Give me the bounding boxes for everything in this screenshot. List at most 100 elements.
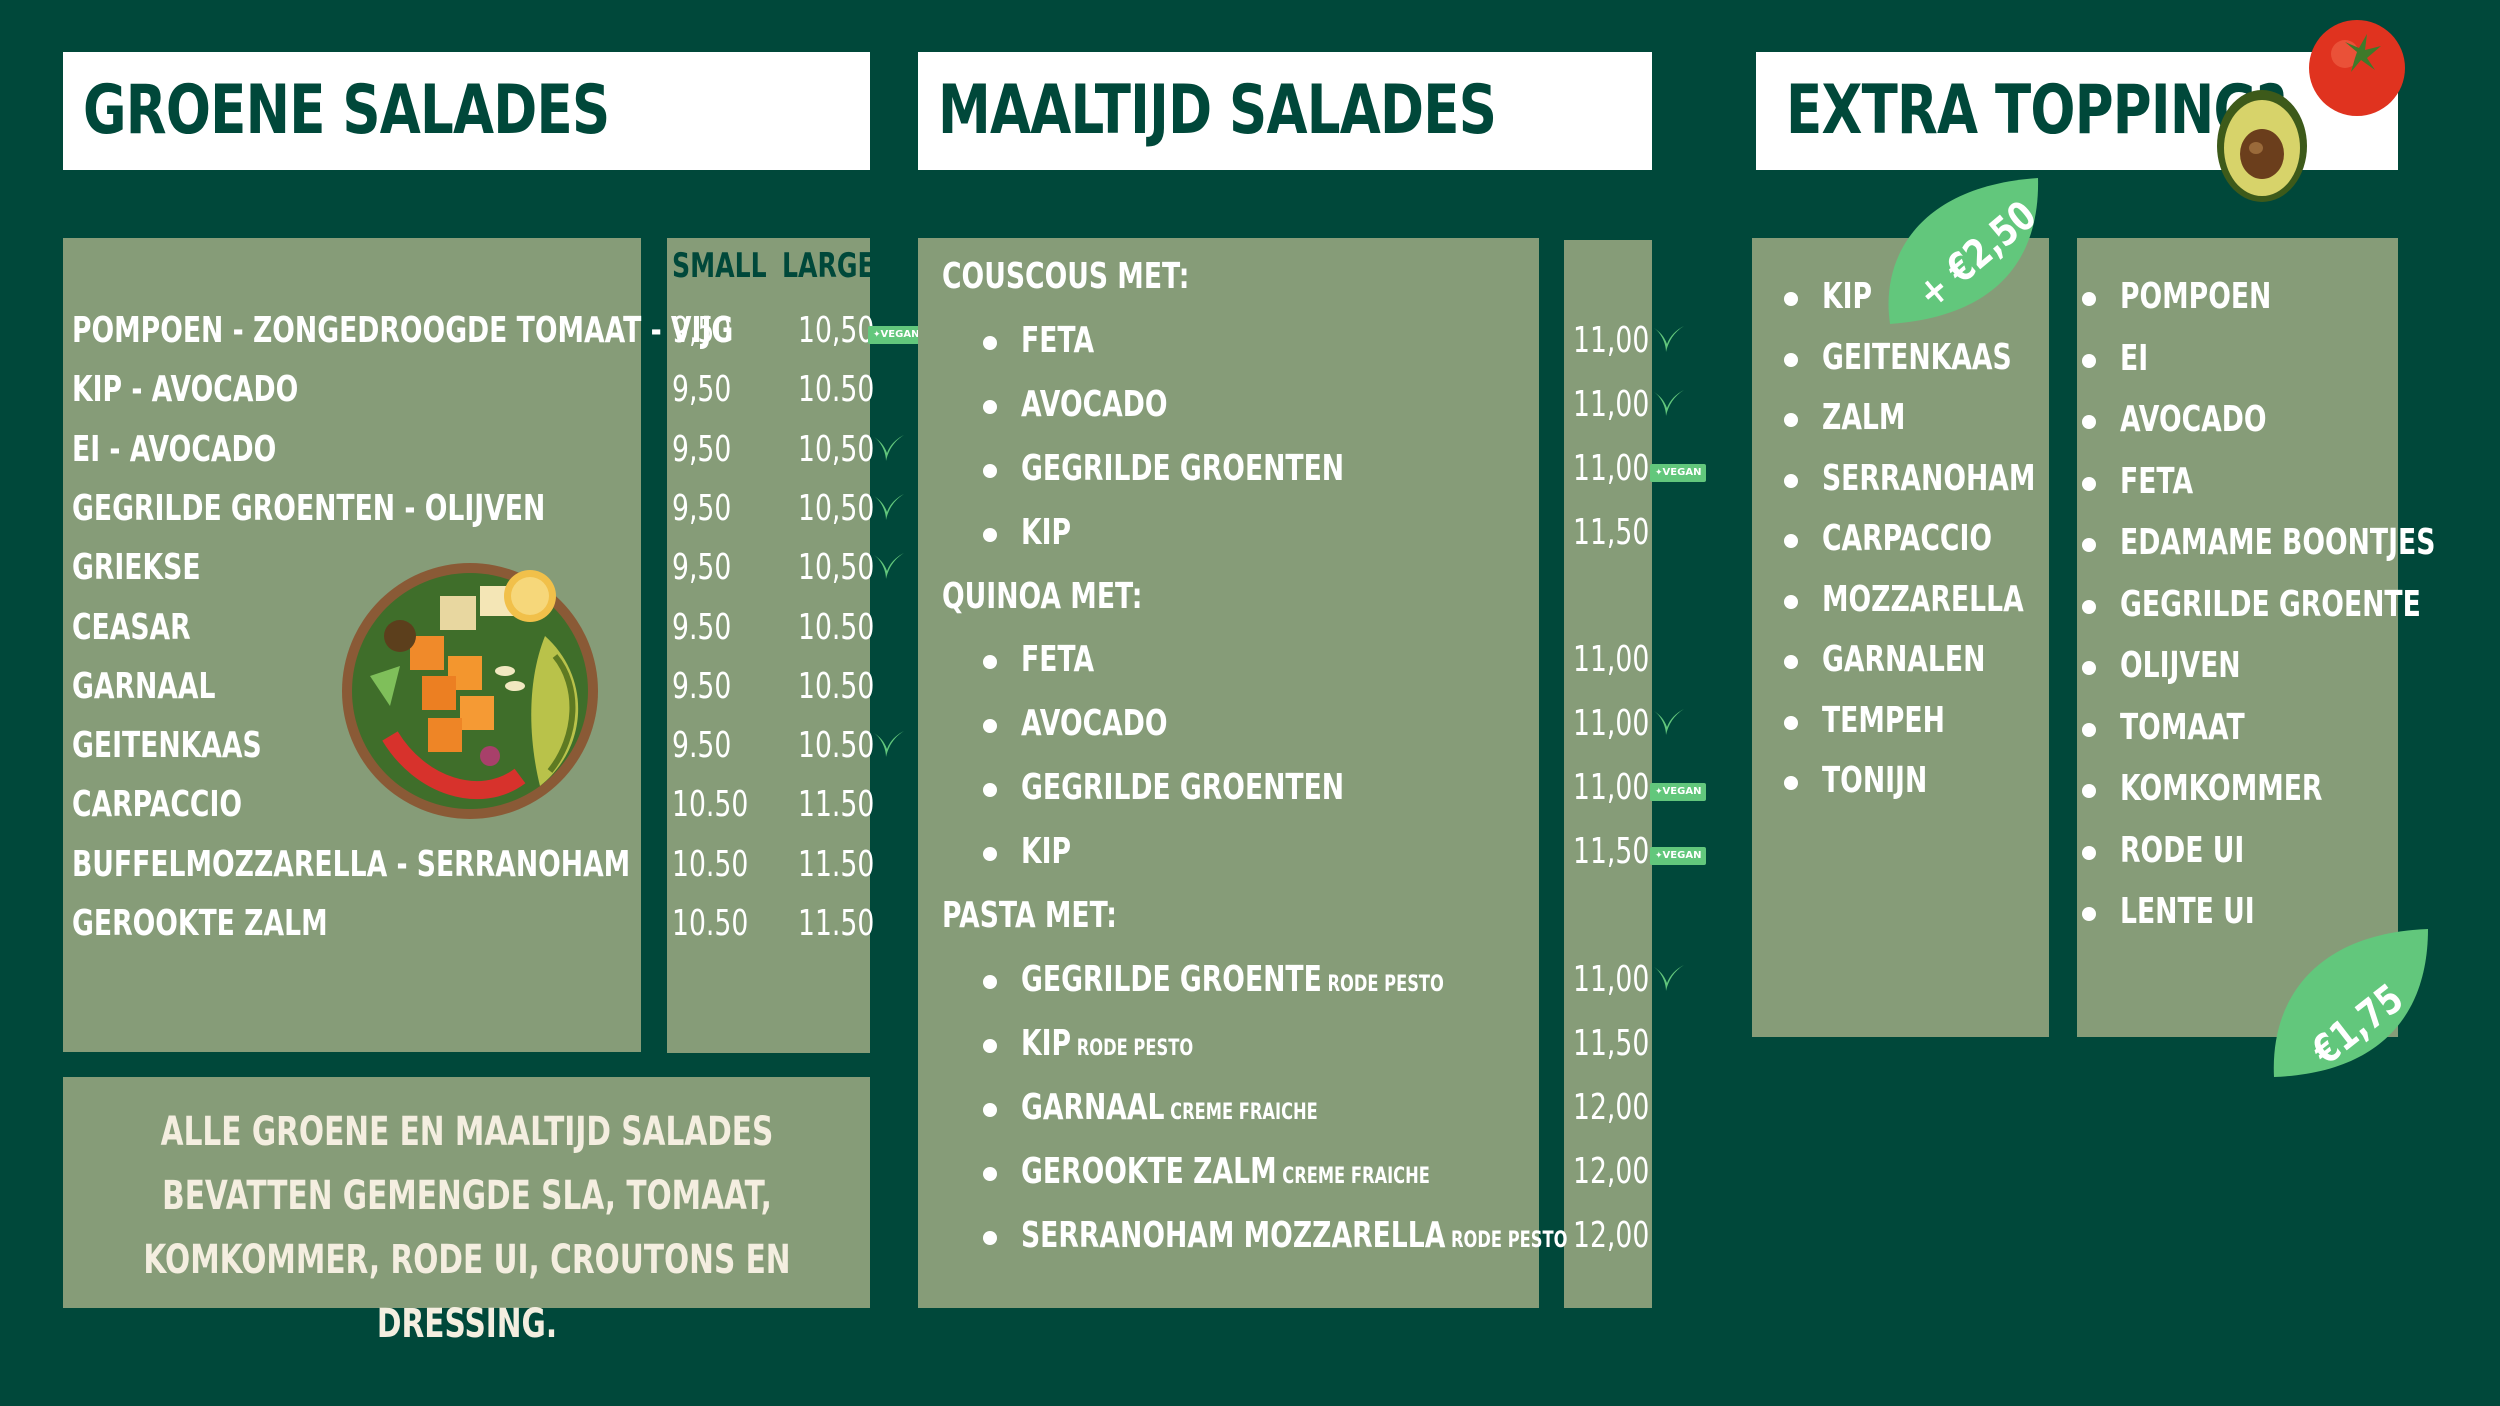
topping-item-a: GEITENKAAS [1783, 337, 2078, 378]
note-panel [63, 1077, 870, 1308]
groene-item-large: 10,50 [798, 487, 875, 529]
groene-item-name: POMPOEN - ZONGEDROOGDE TOMAAT - VIJG [72, 310, 734, 351]
groene-item-name: CARPACCIO [72, 784, 243, 826]
groene-item-small: 9,50 [672, 310, 732, 351]
topping-item-b: EDAMAME BOONTJES [2081, 522, 2500, 563]
leaf-icon [870, 727, 906, 763]
maaltijd-item: AVOCADO [982, 703, 1219, 744]
topping-item-b: RODE UI [2082, 830, 2288, 871]
maaltijd-item-price: 11,00 [1573, 639, 1650, 681]
maaltijd-prices-panel [1564, 240, 1652, 1308]
vegan-badge-icon: VEGAN [1650, 847, 1707, 866]
vegan-badge-icon: VEGAN [1650, 463, 1707, 482]
topping-item-b: TOMAAT [2081, 707, 2288, 748]
groene-item-name: GRIEKSE [72, 547, 201, 589]
maaltijd-section-title: PASTA MET: [942, 895, 1117, 936]
topping-item-b: LENTE UI [2082, 891, 2302, 932]
maaltijd-item: FETA [983, 320, 1120, 361]
topping-item-b: AVOCADO [2081, 399, 2318, 440]
topping-item-a: CARPACCIO [1784, 518, 2052, 559]
maaltijd-section-title: COUSCOUS MET: [942, 256, 1190, 297]
groene-item-small: 9.50 [672, 665, 732, 707]
leaf-icon [870, 490, 906, 526]
groene-item-large: 10,50 [798, 310, 875, 351]
maaltijd-item: GEGRILDE GROENTEN [983, 767, 1458, 808]
tomato-image [2309, 20, 2405, 116]
leaf-icon [870, 549, 906, 585]
groene-item-name: KIP - AVOCADO [72, 369, 299, 411]
col-large-header: LARGE [782, 246, 875, 286]
maaltijd-item-price: 11,50 [1573, 1022, 1650, 1064]
leaf-icon [1650, 705, 1686, 741]
groene-item-small: 9,50 [672, 428, 732, 470]
maaltijd-panel [918, 238, 1539, 1308]
maaltijd-item: GEROOKTE ZALM CREME FRAICHE [983, 1151, 1574, 1192]
groene-item-large: 11.50 [798, 843, 875, 885]
maaltijd-item: GEGRILDE GROENTEN [983, 448, 1458, 489]
vegan-badge-icon: VEGAN [868, 326, 925, 344]
maaltijd-item-price: 12,00 [1573, 1214, 1650, 1256]
groene-item-small: 9.50 [672, 606, 732, 648]
avocado-image [2217, 90, 2307, 202]
groene-item-large: 10,50 [798, 547, 875, 589]
maaltijd-item: KIP [983, 831, 1089, 872]
maaltijd-item: FETA [983, 639, 1120, 680]
topping-item-a: TONIJN [1783, 760, 1964, 801]
maaltijd-item-price: 11,00 [1573, 447, 1650, 489]
groene-item-small: 10.50 [672, 784, 749, 826]
topping-item-a: SERRANOHAM [1783, 458, 2110, 499]
maaltijd-item-price: 11,00 [1573, 703, 1650, 745]
vegan-badge-icon: VEGAN [1650, 783, 1707, 802]
groene-item-small: 9,50 [672, 487, 732, 529]
groene-item-small: 9.50 [672, 725, 732, 767]
groene-item-name: BUFFELMOZZARELLA - SERRANOHAM [72, 843, 631, 885]
groene-item-name: EI - AVOCADO [72, 428, 277, 470]
maaltijd-item-sauce: RODE PESTO [1445, 1227, 1568, 1253]
maaltijd-item-sauce: RODE PESTO [1321, 971, 1444, 997]
groene-item-small: 9,50 [672, 547, 732, 589]
maaltijd-item-price: 11,00 [1573, 958, 1650, 1000]
groene-item-large: 10.50 [798, 665, 875, 707]
topping-item-a: ZALM [1784, 397, 1935, 438]
groene-item-small: 9,50 [672, 369, 732, 411]
leaf-icon [1650, 961, 1686, 997]
groene-prices-panel [667, 238, 870, 1053]
header-groene-title: GROENE SALADES [83, 71, 610, 150]
note-text: ALLE GROENE EN MAALTIJD SALADES BEVATTEN… [143, 1109, 791, 1347]
topping-item-a: MOZZARELLA [1784, 579, 2095, 620]
header-maaltijd-salades: MAALTIJD SALADES [918, 52, 1652, 170]
maaltijd-item-sauce: CREME FRAICHE [1164, 1099, 1318, 1125]
topping-item-a: GARNALEN [1784, 639, 2043, 680]
groene-item-small: 10.50 [672, 903, 749, 944]
maaltijd-section-title: QUINOA MET: [942, 575, 1143, 617]
maaltijd-item-price: 12,00 [1573, 1150, 1650, 1192]
maaltijd-item: GARNAAL CREME FRAICHE [982, 1087, 1422, 1128]
leaf-icon [870, 431, 906, 467]
maaltijd-item: SERRANOHAM MOZZARELLA RODE PESTO [982, 1215, 1759, 1256]
maaltijd-item-price: 11,00 [1573, 383, 1650, 425]
groene-item-large: 10.50 [798, 606, 875, 648]
groene-item-large: 11.50 [798, 903, 875, 944]
maaltijd-item-sauce: CREME FRAICHE [1276, 1163, 1430, 1189]
maaltijd-item-sauce: RODE PESTO [1071, 1035, 1194, 1061]
header-groene-salades: GROENE SALADES [63, 52, 870, 170]
leaf-icon [1650, 386, 1686, 422]
topping-item-b: EI [2082, 338, 2158, 379]
groene-item-name: GEITENKAAS [72, 725, 262, 767]
groene-item-large: 10,50 [798, 428, 875, 470]
topping-item-b: FETA [2082, 461, 2219, 502]
price-leaf-b [2273, 929, 2428, 1077]
topping-item-b: GEGRILDE GROENTE [2082, 584, 2500, 625]
groene-item-name: GARNAAL [72, 665, 216, 707]
groene-item-name: GEROOKTE ZALM [72, 903, 328, 944]
groene-item-small: 10.50 [672, 843, 749, 885]
groene-item-large: 11.50 [798, 784, 875, 826]
price-leaf-a [1888, 178, 2039, 324]
topping-item-b: OLIJVEN [2082, 645, 2283, 686]
maaltijd-item-price: 11,50 [1573, 831, 1650, 873]
groene-item-name: GEGRILDE GROENTEN - OLIJVEN [72, 487, 546, 529]
groene-item-large: 10.50 [798, 369, 875, 411]
salad-bowl-image [342, 563, 598, 819]
maaltijd-item: KIP [983, 512, 1089, 553]
maaltijd-item-price: 12,00 [1573, 1086, 1650, 1128]
